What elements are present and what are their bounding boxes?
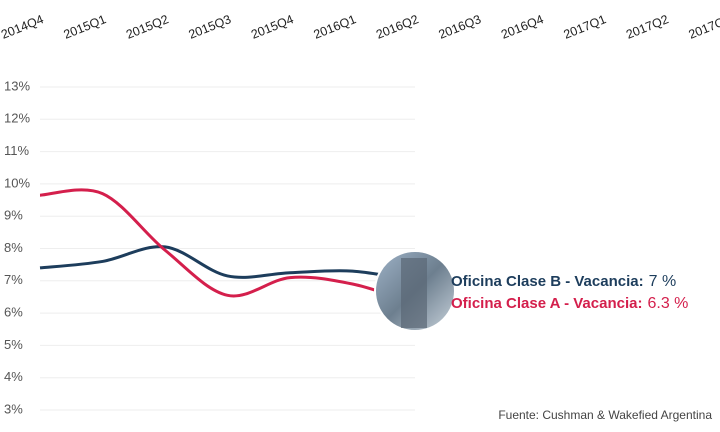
photo-building [401, 258, 427, 328]
x-tick-label: 2015Q1 [62, 12, 109, 42]
x-tick-label: 2017Q3 [687, 12, 720, 42]
x-tick-label: 2015Q4 [249, 12, 296, 42]
y-tick-label: 4% [4, 369, 23, 384]
x-tick-label: 2014Q4 [0, 12, 46, 42]
x-tick-label: 2017Q1 [562, 12, 609, 42]
legend-label: Oficina Clase A - Vacancia: [451, 295, 642, 312]
y-tick-label: 3% [4, 401, 23, 416]
series-line [39, 245, 416, 283]
value-label: 6.3 % [647, 295, 688, 312]
y-tick-label: 12% [4, 111, 30, 126]
x-tick-label: 2015Q2 [124, 12, 171, 42]
legend-label: Oficina Clase B - Vacancia: [451, 273, 644, 290]
x-tick-label: 2017Q2 [624, 12, 671, 42]
x-tick-label: 2016Q4 [499, 12, 546, 42]
y-tick-label: 9% [4, 208, 23, 223]
x-tick-label: 2016Q3 [437, 12, 484, 42]
y-tick-label: 10% [4, 175, 30, 190]
series-label: Oficina Clase A - Vacancia: 6.3 % [451, 295, 688, 312]
x-tick-label: 2015Q3 [187, 12, 234, 42]
x-tick-label: 2016Q2 [374, 12, 421, 42]
y-tick-label: 6% [4, 305, 23, 320]
y-tick-label: 5% [4, 337, 23, 352]
x-tick-label: 2016Q1 [312, 12, 359, 42]
y-tick-label: 7% [4, 272, 23, 287]
series-label: Oficina Clase B - Vacancia: 7 % [451, 273, 676, 290]
y-tick-label: 13% [4, 78, 30, 93]
value-label: 7 % [649, 273, 677, 290]
y-tick-label: 8% [4, 240, 23, 255]
series-line [39, 188, 416, 305]
y-tick-label: 11% [4, 143, 29, 158]
source: Fuente: Cushman & Wakefied Argentina [498, 408, 712, 422]
